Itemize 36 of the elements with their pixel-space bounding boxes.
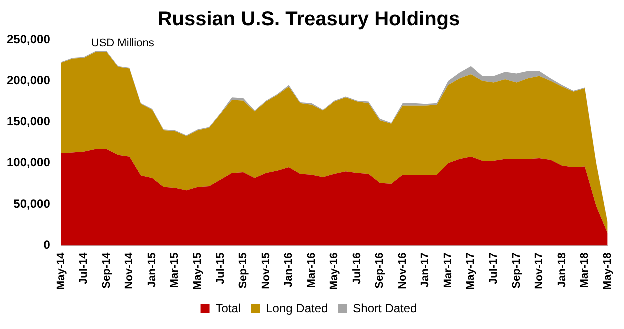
x-tick-label: Jan-15 <box>146 252 158 288</box>
x-tick-label: Mar-17 <box>442 252 454 288</box>
x-tick-label: Jan-18 <box>556 252 568 288</box>
x-tick-label: Nov-15 <box>260 252 272 290</box>
x-tick-label: Mar-16 <box>306 252 318 288</box>
x-tick-label: Sep-17 <box>510 252 523 289</box>
x-tick-label: Jul-17 <box>488 252 500 284</box>
legend-label: Short Dated <box>353 301 418 316</box>
y-tick-label: 250,000 <box>6 32 51 46</box>
x-tick-label: May-15 <box>192 252 204 290</box>
y-tick-label: 100,000 <box>6 156 51 170</box>
y-tick-label: 0 <box>44 238 51 252</box>
chart-title: Russian U.S. Treasury Holdings <box>158 8 460 31</box>
y-tick-label: 50,000 <box>14 196 51 211</box>
x-tick-label: May-18 <box>602 252 614 290</box>
x-tick-label: Sep-15 <box>238 252 250 289</box>
x-tick-label: Nov-16 <box>396 252 409 290</box>
x-tick-label: Jul-15 <box>214 252 227 284</box>
legend-label: Total <box>216 301 242 316</box>
annotation: USD Millions <box>91 38 155 50</box>
x-tick-label: Sep-14 <box>100 252 113 289</box>
legend-label: Long Dated <box>266 301 328 316</box>
x-tick-label: Jul-16 <box>351 252 364 284</box>
x-tick-label: Nov-14 <box>124 252 136 290</box>
x-tick-label: May-16 <box>328 252 341 290</box>
y-tick-label: 200,000 <box>6 73 51 88</box>
y-tick-label: 150,000 <box>6 114 51 129</box>
x-tick-label: Jan-16 <box>283 252 296 288</box>
x-tick-label: Jul-14 <box>78 252 90 284</box>
x-tick-label: Sep-16 <box>374 252 386 289</box>
x-tick-label: May-17 <box>465 252 478 290</box>
x-tick-label: Mar-18 <box>579 252 592 288</box>
x-tick-label: Nov-17 <box>534 252 546 290</box>
x-tick-label: Mar-15 <box>169 252 182 288</box>
x-tick-label: Jan-17 <box>420 252 432 288</box>
x-tick-label: May-14 <box>55 252 68 290</box>
